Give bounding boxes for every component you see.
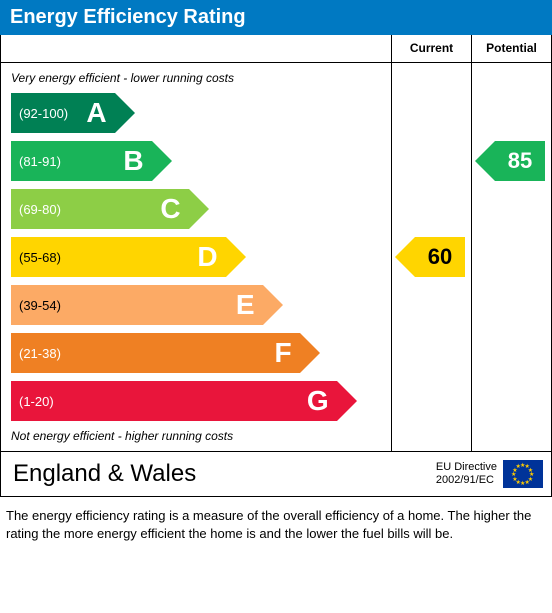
note-bottom: Not energy efficient - higher running co… (11, 429, 381, 443)
eu-flag-icon: ★★★★★★★★★★★★ (503, 460, 543, 488)
description-text: The energy efficiency rating is a measur… (0, 497, 552, 552)
footer-row: England & Wales EU Directive 2002/91/EC … (0, 452, 552, 497)
band-letter: F (274, 337, 291, 369)
col-header-current: Current (392, 35, 471, 63)
col-current: Current 60 (391, 35, 471, 451)
chart-header-spacer (1, 35, 391, 63)
title-bar: Energy Efficiency Rating (0, 0, 552, 35)
rating-arrow-potential: 85 (495, 141, 545, 181)
band-letter: E (236, 289, 255, 321)
chart-table: Very energy efficient - lower running co… (0, 35, 552, 452)
band-e: (39-54) E (11, 285, 263, 325)
band-d: (55-68) D (11, 237, 226, 277)
chart-body: Very energy efficient - lower running co… (1, 63, 391, 451)
band-row-g: (1-20) G (11, 379, 381, 423)
band-range: (92-100) (11, 106, 68, 121)
band-row-d: (55-68) D (11, 235, 381, 279)
region-label: England & Wales (1, 452, 428, 496)
title-text: Energy Efficiency Rating (10, 6, 246, 28)
directive-box: EU Directive 2002/91/EC ★★★★★★★★★★★★ (428, 456, 551, 492)
band-range: (21-38) (11, 346, 61, 361)
band-row-f: (21-38) F (11, 331, 381, 375)
col-chart: Very energy efficient - lower running co… (1, 35, 391, 451)
band-row-a: (92-100) A (11, 91, 381, 135)
band-b: (81-91) B (11, 141, 152, 181)
band-row-c: (69-80) C (11, 187, 381, 231)
directive-text: EU Directive 2002/91/EC (436, 461, 497, 487)
note-top: Very energy efficient - lower running co… (11, 71, 381, 85)
band-range: (1-20) (11, 394, 54, 409)
band-letter: C (160, 193, 180, 225)
band-c: (69-80) C (11, 189, 189, 229)
band-letter: B (123, 145, 143, 177)
band-letter: G (307, 385, 329, 417)
directive-line1: EU Directive (436, 461, 497, 474)
band-row-b: (81-91) B (11, 139, 381, 183)
band-letter: D (197, 241, 217, 273)
band-a: (92-100) A (11, 93, 115, 133)
directive-line2: 2002/91/EC (436, 474, 497, 487)
band-range: (81-91) (11, 154, 61, 169)
bands-container: (92-100) A (81-91) B (69-80) C (55-68) D (39-54)… (11, 91, 381, 423)
epc-chart: Energy Efficiency Rating Very energy eff… (0, 0, 552, 552)
band-f: (21-38) F (11, 333, 300, 373)
band-range: (55-68) (11, 250, 61, 265)
band-row-e: (39-54) E (11, 283, 381, 327)
rating-arrow-current: 60 (415, 237, 465, 277)
band-range: (39-54) (11, 298, 61, 313)
band-g: (1-20) G (11, 381, 337, 421)
col-potential: Potential 85 (471, 35, 551, 451)
band-range: (69-80) (11, 202, 61, 217)
band-letter: A (86, 97, 106, 129)
col-header-potential: Potential (472, 35, 551, 63)
